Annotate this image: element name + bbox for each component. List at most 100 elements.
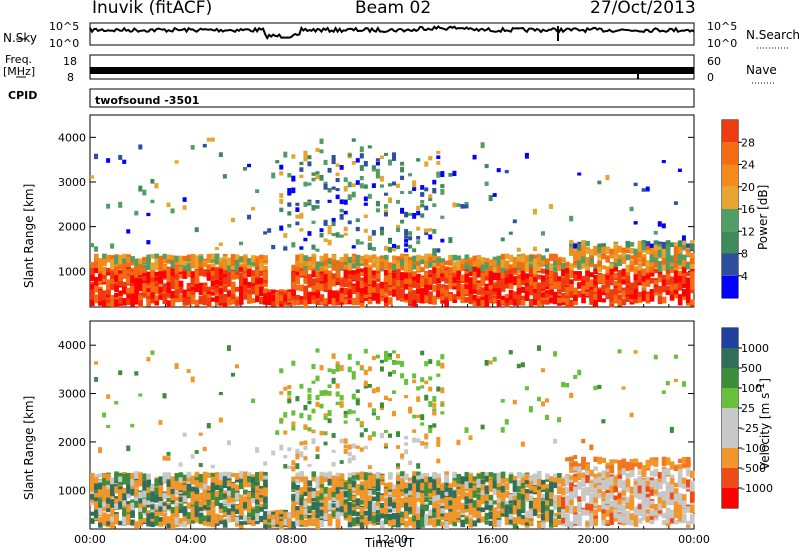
velocity-echo [267,518,272,523]
velocity-echo [142,480,147,487]
power-echo [194,284,200,293]
velocity-echo [396,492,401,498]
velocity-echo [327,475,333,481]
power-echo [214,267,220,275]
velocity-echo [536,521,542,529]
velocity-echo [355,490,361,496]
power-echo [303,265,309,273]
velocity-echo [210,501,216,509]
power-echo [118,279,123,286]
power-echo [198,298,204,304]
velocity-echo [496,477,502,484]
power-echo [520,299,526,306]
power-echo [315,199,320,204]
power-echo [420,288,425,296]
velocity-colorbar-label: 1000 [741,342,769,355]
power-echo [339,199,344,205]
velocity-echo [174,510,180,516]
velocity-echo [557,519,562,526]
power-echo [524,291,530,296]
power-echo [166,286,172,294]
velocity-echo [146,510,151,516]
power-echo [404,211,409,218]
power-echo [319,270,325,275]
velocity-echo [363,516,369,523]
velocity-echo [363,521,369,527]
power-echo [476,259,482,267]
velocity-colorbar-block [722,388,738,408]
velocity-echo [299,504,305,510]
velocity-echo [299,492,305,497]
velocity-echo [230,509,236,517]
velocity-echo [408,488,413,493]
velocity-echo [520,518,526,526]
velocity-echo [94,377,99,382]
power-echo [190,271,196,279]
power-echo [383,209,388,213]
velocity-echo [138,495,143,504]
power-echo [275,297,280,304]
power-echo [190,145,195,150]
velocity-echo [408,503,413,509]
power-echo [230,254,236,262]
power-echo [363,184,368,189]
power-echo [122,298,127,306]
velocity-echo [536,489,542,495]
velocity-echo [154,496,160,503]
velocity-echo [557,472,562,479]
velocity-echo [396,465,401,470]
power-echo [106,298,111,304]
velocity-echo [210,507,216,515]
velocity-echo [315,516,321,522]
velocity-echo [532,498,538,505]
velocity-echo [226,499,232,505]
power-echo [512,299,518,306]
velocity-echo [416,386,421,391]
power-echo [428,234,433,240]
velocity-echo [412,437,417,443]
power-echo [114,299,119,308]
power-echo [243,266,248,272]
power-echo [540,257,546,265]
power-echo [412,262,417,270]
power-echo [122,286,127,292]
velocity-echo [436,503,441,511]
velocity-echo [432,396,437,402]
power-echo [247,163,252,168]
velocity-echo [545,508,550,516]
velocity-echo [456,518,462,523]
velocity-echo [504,477,510,486]
velocity-echo [404,496,409,503]
velocity-echo [379,520,385,528]
power-echo [420,278,425,284]
velocity-echo [186,512,192,520]
power-echo [319,174,324,181]
power-echo [114,285,119,292]
velocity-echo [331,478,337,486]
velocity-echo [323,389,328,396]
power-echo [420,255,425,263]
velocity-echo [134,477,139,482]
velocity-echo [194,510,200,518]
velocity-echo [238,521,244,526]
power-echo [110,294,115,300]
velocity-echo [251,515,256,520]
power-echo [303,285,309,294]
power-echo [182,291,188,298]
velocity-echo [367,501,373,509]
power-echo [323,286,329,293]
power-echo [267,292,272,300]
power-echo [528,262,534,270]
velocity-echo [408,483,413,490]
power-echo [206,286,212,292]
velocity-echo [496,506,502,513]
velocity-echo [98,502,103,509]
velocity-echo [536,396,541,402]
velocity-echo [142,507,147,513]
velocity-echo [545,473,550,480]
power-echo [174,264,180,273]
velocity-echo [335,511,341,519]
velocity-echo [339,506,345,513]
power-echo [484,286,490,292]
velocity-echo [307,492,313,501]
